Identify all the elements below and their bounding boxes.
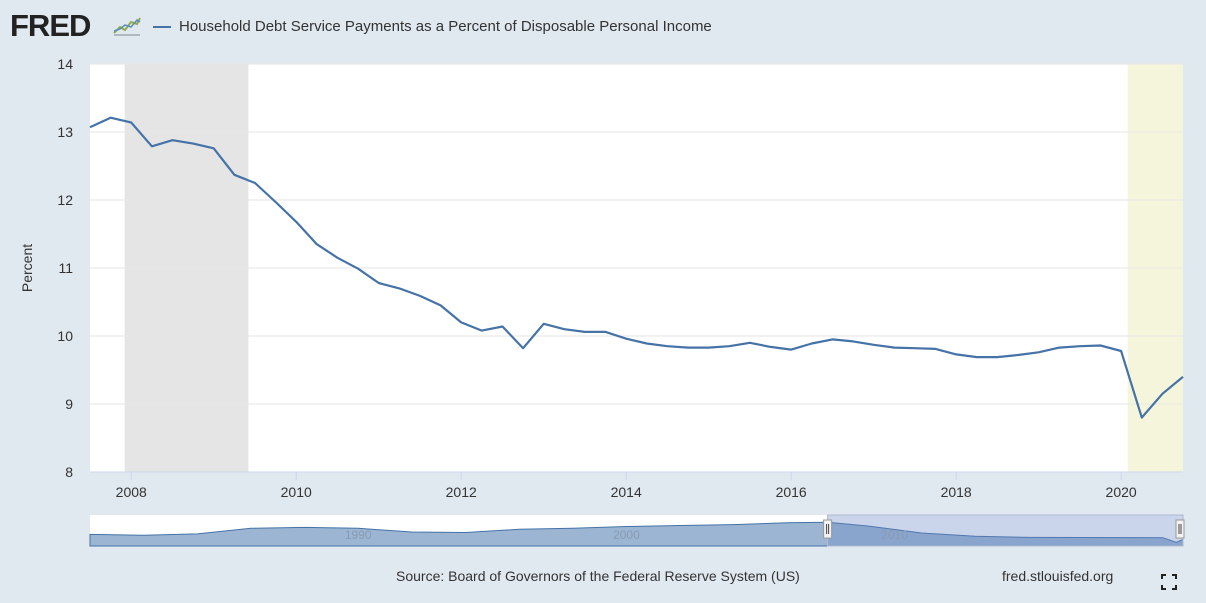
navigator-handle-left[interactable] — [823, 519, 833, 539]
y-tick-labels: 8 9 10 11 12 13 14 — [57, 56, 73, 480]
y-tick-label: 9 — [65, 396, 73, 412]
y-tick-label: 11 — [58, 260, 73, 276]
y-tick-label: 8 — [65, 464, 73, 480]
x-tick-label: 2010 — [281, 484, 312, 500]
series-line[interactable] — [89, 116, 1184, 419]
handle-grip[interactable] — [823, 519, 833, 539]
y-tick-label: 14 — [57, 56, 73, 72]
legend-swatch — [153, 25, 171, 28]
y-axis-label: Percent — [19, 244, 35, 292]
handle-grip[interactable] — [1175, 519, 1185, 539]
navigator-handle-right[interactable] — [1175, 519, 1185, 539]
x-tick-label: 2008 — [116, 484, 147, 500]
chart-header: FRED Household Debt Service Payments as … — [0, 0, 1206, 58]
navigator-label: 2010 — [881, 528, 908, 542]
navigator-label: 2000 — [613, 528, 640, 542]
source-note: Source: Board of Governors of the Federa… — [396, 568, 800, 584]
y-tick-label: 10 — [57, 328, 73, 344]
line-chart-icon — [113, 17, 141, 36]
navigator-label: 1990 — [345, 528, 372, 542]
legend-label: Household Debt Service Payments as a Per… — [179, 18, 712, 35]
y-tick-label: 13 — [57, 124, 73, 140]
legend[interactable]: Household Debt Service Payments as a Per… — [153, 18, 712, 35]
fullscreen-icon[interactable] — [1161, 574, 1177, 590]
navigator-selection[interactable] — [827, 514, 1184, 547]
x-tick-label: 2018 — [941, 484, 972, 500]
navigator-area — [89, 521, 1184, 547]
x-tick-label: 2016 — [776, 484, 807, 500]
fred-logo[interactable]: FRED — [10, 8, 91, 43]
range-navigator[interactable]: 1990 2000 2010 — [89, 514, 1185, 547]
fred-link[interactable]: fred.stlouisfed.org — [1002, 568, 1114, 584]
x-tick-label: 2012 — [446, 484, 477, 500]
x-tick-label: 2020 — [1106, 484, 1137, 500]
x-tick-labels: 2008 2010 2012 2014 2016 2018 2020 — [116, 472, 1137, 500]
y-tick-label: 12 — [57, 192, 73, 208]
x-tick-label: 2014 — [611, 484, 642, 500]
navigator-labels: 1990 2000 2010 — [345, 528, 908, 542]
